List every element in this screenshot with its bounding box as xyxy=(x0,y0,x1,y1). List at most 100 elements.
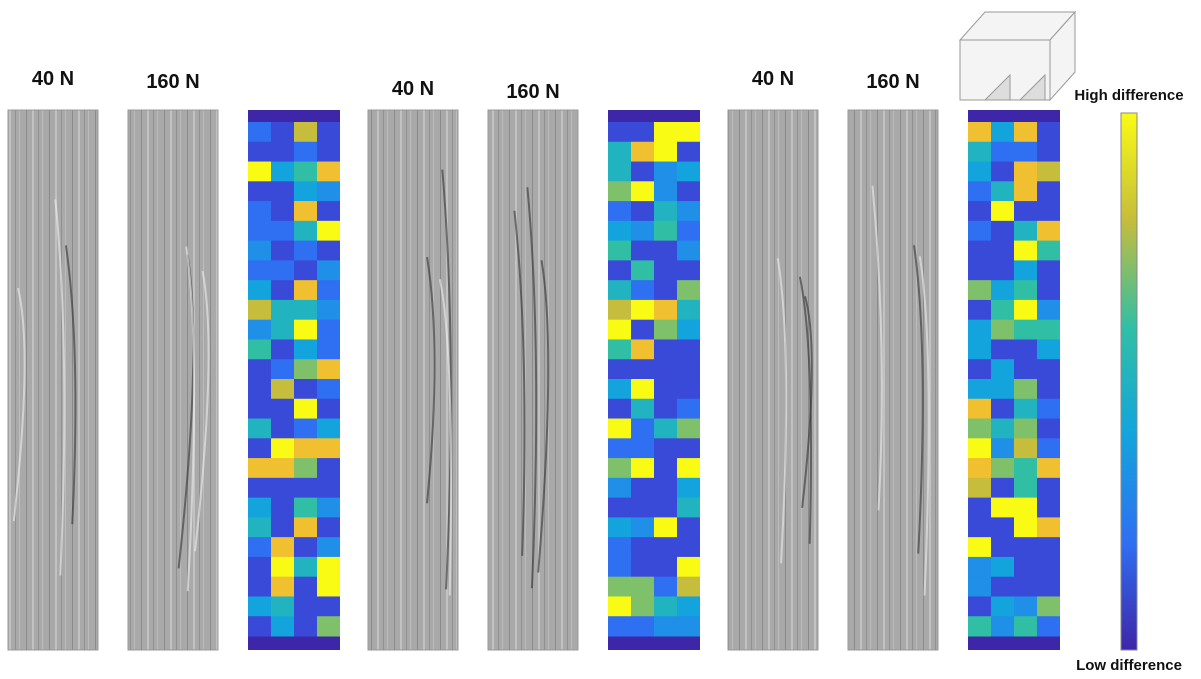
heatmap-cell xyxy=(1014,319,1037,340)
heatmap-cell xyxy=(294,458,317,479)
heatmap-cell xyxy=(317,260,340,281)
fiber-streak xyxy=(526,187,538,589)
heatmap-cell xyxy=(1037,517,1060,538)
heatmap-cell xyxy=(608,517,631,538)
heatmap-cell xyxy=(294,497,317,518)
heatmap-cell xyxy=(991,576,1014,597)
heatmap-cell xyxy=(271,220,294,242)
heatmap-cell xyxy=(968,616,991,637)
heatmap-cell xyxy=(271,418,294,439)
heatmap-cell xyxy=(294,477,317,499)
heatmap-cell xyxy=(991,319,1014,340)
heatmap-cell xyxy=(1037,497,1060,518)
fiber-streak xyxy=(64,245,77,525)
heatmap-cell xyxy=(317,299,340,321)
heatmap-cell xyxy=(1014,161,1037,182)
heatmap-cell xyxy=(1037,220,1060,242)
heatmap-cell xyxy=(1037,122,1060,143)
heatmap-cell xyxy=(991,556,1014,578)
fiber-streak xyxy=(426,256,436,504)
heatmap-cell xyxy=(677,181,700,202)
heatmap-cell xyxy=(608,398,631,420)
heatmap-cell xyxy=(968,181,991,202)
heatmap-cell xyxy=(991,438,1014,459)
heatmap-cell xyxy=(608,141,631,163)
heatmap-cell xyxy=(317,280,340,301)
heatmap-cell xyxy=(991,418,1014,439)
heatmap-cell xyxy=(968,398,991,420)
heatmap-cell xyxy=(654,161,677,182)
heatmap-cell xyxy=(271,319,294,340)
heatmap-cell xyxy=(968,201,991,222)
heatmap-cell xyxy=(271,141,294,163)
heatmap-cell xyxy=(968,220,991,242)
heatmap-cell xyxy=(1037,319,1060,340)
heatmap-cell xyxy=(654,537,677,558)
heatmap-cell xyxy=(654,220,677,242)
heatmap-cell xyxy=(631,299,654,321)
heatmap-cell xyxy=(991,517,1014,538)
heatmap-cell xyxy=(991,220,1014,242)
heatmap-cell xyxy=(991,339,1014,360)
heatmap-cell xyxy=(248,339,271,360)
heatmap-cell xyxy=(294,240,317,261)
heatmap-cell xyxy=(677,497,700,518)
heatmap-cell xyxy=(271,359,294,380)
heatmap-cell xyxy=(631,122,654,143)
heatmap-cell xyxy=(1037,280,1060,301)
heatmap-cell xyxy=(248,201,271,222)
heatmap-cell xyxy=(317,339,340,360)
heatmap-cell xyxy=(968,438,991,459)
heatmap-cell xyxy=(968,497,991,518)
heatmap-cell xyxy=(968,576,991,597)
heatmap-cell xyxy=(271,379,294,400)
heatmap-cell xyxy=(317,517,340,538)
heatmap-cell xyxy=(968,418,991,439)
heatmap-cell xyxy=(294,220,317,242)
panel-label: 160 N xyxy=(146,71,199,93)
heatmap-cell xyxy=(654,497,677,518)
heatmap-cell xyxy=(677,398,700,420)
heatmap-cell xyxy=(1014,379,1037,400)
heatmap-cell xyxy=(271,458,294,479)
heatmap-cell xyxy=(1014,299,1037,321)
heatmap-cell xyxy=(631,141,654,163)
heatmap-cell xyxy=(608,122,631,143)
heatmap-cell xyxy=(631,181,654,202)
heatmap-cell xyxy=(1014,201,1037,222)
heatmap-cell xyxy=(608,576,631,597)
heatmap-cell xyxy=(654,260,677,281)
heatmap-cell xyxy=(317,438,340,459)
heatmap-cell xyxy=(294,299,317,321)
heatmap-cell xyxy=(317,359,340,380)
heatmap-cell xyxy=(654,616,677,637)
fiber-streak xyxy=(801,295,813,509)
heatmap-cell xyxy=(271,477,294,499)
heatmap-cell xyxy=(991,596,1014,617)
heatmap-cell xyxy=(631,517,654,538)
heatmap-cell xyxy=(294,398,317,420)
heatmap-cell xyxy=(248,398,271,420)
heatmap-cell xyxy=(677,240,700,261)
heatmap-cell xyxy=(1037,141,1060,163)
heatmap-cell xyxy=(654,379,677,400)
colorbar-low: Low difference xyxy=(1076,657,1182,674)
heatmap-cell xyxy=(1014,141,1037,163)
heatmap-cell xyxy=(677,596,700,617)
heatmap-cell xyxy=(248,141,271,163)
heatmap-cell xyxy=(1037,477,1060,499)
heatmap-cell xyxy=(968,458,991,479)
heatmap-cell xyxy=(654,122,677,143)
heatmap-cell xyxy=(294,161,317,182)
heatmap-cell xyxy=(248,319,271,340)
heatmap-cell xyxy=(631,240,654,261)
heatmap-cell xyxy=(248,379,271,400)
heatmap-cell xyxy=(271,240,294,261)
heatmap-cell xyxy=(1037,438,1060,459)
heatmap-cell xyxy=(654,438,677,459)
heatmap-cell xyxy=(608,240,631,261)
heatmap-cell xyxy=(248,260,271,281)
heatmap-cell xyxy=(294,280,317,301)
heatmap-cell xyxy=(317,319,340,340)
heatmap-cell xyxy=(631,161,654,182)
